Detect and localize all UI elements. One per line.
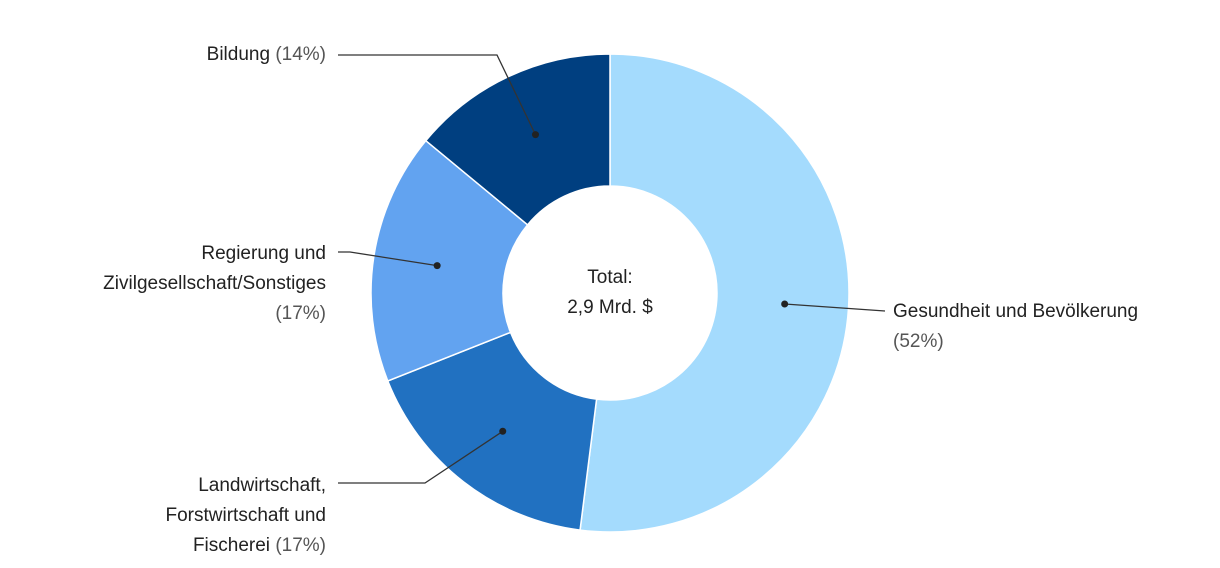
value-label: (17%) bbox=[275, 303, 326, 324]
value-label: (52%) bbox=[893, 331, 944, 352]
value-label: (17%) bbox=[275, 535, 326, 556]
value-label: (14%) bbox=[275, 44, 326, 65]
donut-slice bbox=[386, 331, 598, 531]
category-name: Landwirtschaft, Forstwirtschaft und Fisc… bbox=[165, 475, 327, 556]
slice-label: Bildung (14%) bbox=[207, 40, 326, 70]
leader-line bbox=[338, 251, 438, 267]
leader-dot bbox=[781, 300, 789, 308]
category-name: Gesundheit und Bevölkerung bbox=[893, 301, 1139, 322]
category-name: Regierung und Zivilgesellschaft/Sonstige… bbox=[103, 243, 326, 294]
donut-slice bbox=[370, 139, 529, 382]
category-name: Bildung bbox=[206, 44, 271, 65]
leader-dot bbox=[531, 131, 539, 139]
donut-slice bbox=[424, 53, 611, 226]
slice-label: Landwirtschaft, Forstwirtschaft und Fisc… bbox=[166, 471, 327, 561]
donut-slice bbox=[579, 53, 850, 533]
leader-dot bbox=[499, 427, 507, 435]
leader-dot bbox=[433, 262, 441, 270]
leader-line bbox=[784, 303, 886, 312]
leader-line bbox=[338, 430, 504, 484]
slice-label: Regierung und Zivilgesellschaft/Sonstige… bbox=[103, 239, 326, 329]
center-text: 2,9 Mrd. $ bbox=[567, 297, 653, 318]
slice-label: Gesundheit und Bevölkerung (52%) bbox=[893, 297, 1138, 357]
center-text: Total: bbox=[587, 267, 632, 288]
leader-line bbox=[338, 54, 537, 135]
